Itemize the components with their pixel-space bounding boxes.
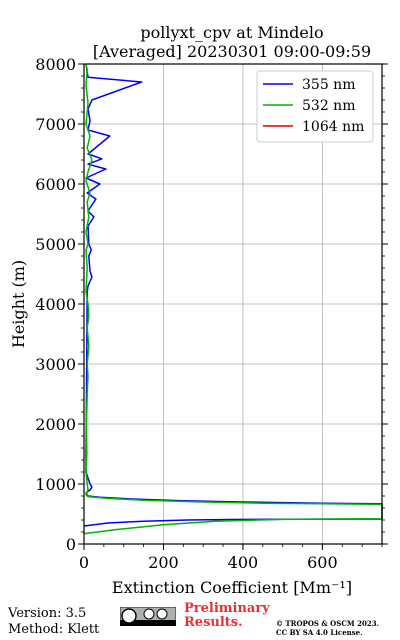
legend-label: 532 nm bbox=[302, 98, 355, 114]
y-tick-label: 6000 bbox=[35, 175, 76, 194]
y-tick-label: 3000 bbox=[35, 355, 76, 374]
series-layer bbox=[83, 63, 383, 535]
x-tick-label: 600 bbox=[307, 553, 338, 572]
cc-badge-band bbox=[120, 620, 176, 626]
legend-box bbox=[256, 70, 374, 143]
y-tick-label: 8000 bbox=[35, 55, 76, 74]
x-tick-label: 0 bbox=[79, 553, 89, 572]
y-tick-label: 7000 bbox=[35, 115, 76, 134]
chart-subtitle: [Averaged] 20230301 09:00-09:59 bbox=[93, 42, 371, 61]
method-text: Method: Klett bbox=[8, 622, 100, 637]
preliminary-line-1: Preliminary bbox=[184, 601, 270, 616]
version-text: Version: 3.5 bbox=[8, 606, 87, 621]
copyright-line-1: © TROPOS & OSCM 2023. bbox=[276, 619, 380, 628]
chart-title: pollyxt_cpv at Mindelo bbox=[140, 23, 323, 42]
y-tick-label: 1000 bbox=[35, 475, 76, 494]
chart-title-group: pollyxt_cpv at Mindelo [Averaged] 202303… bbox=[93, 23, 371, 61]
y-axis-label: Height (m) bbox=[9, 260, 28, 348]
attribution-icon bbox=[143, 608, 155, 620]
y-tick-label: 5000 bbox=[35, 235, 76, 254]
copyright-line-2: CC BY SA 4.0 License. bbox=[276, 628, 363, 637]
copyright-notice: © TROPOS & OSCM 2023. CC BY SA 4.0 Licen… bbox=[276, 619, 379, 637]
legend: 355 nm 532 nm 1064 nm bbox=[256, 70, 374, 143]
ticks-layer: 0 200 400 600010002000300040005000600070008… bbox=[35, 55, 388, 572]
preliminary-line-2: Results. bbox=[184, 615, 243, 630]
series-line bbox=[83, 63, 383, 535]
x-tick-label: 400 bbox=[228, 553, 259, 572]
extinction-profile-chart: pollyxt_cpv at Mindelo [Averaged] 202303… bbox=[9, 23, 388, 597]
preliminary-results-label: Preliminary Results. bbox=[184, 602, 270, 630]
x-tick-label: 200 bbox=[148, 553, 179, 572]
x-axis-label: Extinction Coefficient [Mm⁻¹] bbox=[112, 578, 352, 597]
y-tick-label: 2000 bbox=[35, 415, 76, 434]
share-alike-icon bbox=[156, 608, 168, 620]
legend-label: 355 nm bbox=[302, 77, 355, 93]
y-tick-label: 0 bbox=[66, 535, 76, 554]
legend-label: 1064 nm bbox=[302, 119, 364, 135]
cc-by-sa-logo bbox=[120, 607, 176, 626]
cc-icon bbox=[121, 608, 137, 624]
y-tick-label: 4000 bbox=[35, 295, 76, 314]
